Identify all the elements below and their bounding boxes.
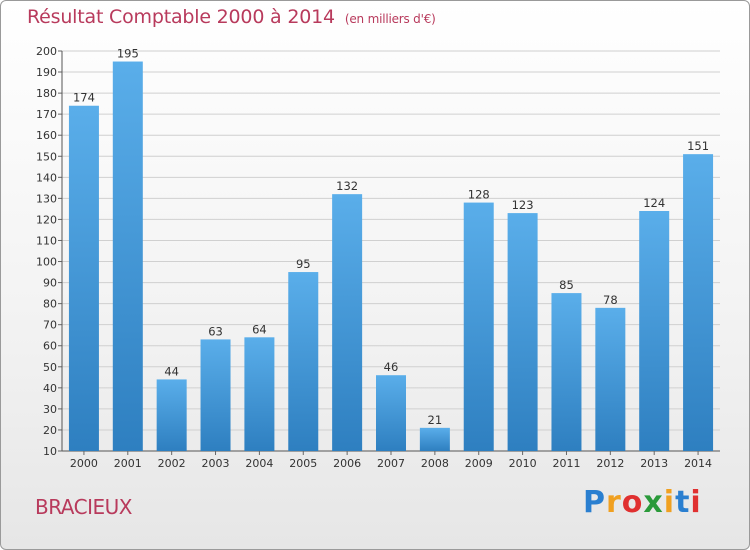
- bar-value-label: 174: [73, 91, 95, 105]
- logo-letter: o: [621, 485, 644, 520]
- y-tick-label: 10: [43, 445, 57, 458]
- x-tick-label: 2008: [421, 457, 449, 470]
- x-tick-label: 2004: [245, 457, 273, 470]
- bar-value-label: 124: [643, 196, 665, 210]
- y-tick-label: 50: [43, 361, 57, 374]
- bar-value-label: 132: [336, 179, 358, 193]
- x-tick-label: 2001: [114, 457, 142, 470]
- label-layer: 174 195 44 63 64 95 132 46 21 128 123 85 78 124 151: [73, 47, 709, 427]
- y-tick-label: 140: [36, 171, 57, 184]
- y-tick-label: 200: [36, 45, 57, 58]
- bar: [200, 339, 231, 451]
- bar: [639, 211, 670, 451]
- bar-value-label: 21: [428, 413, 443, 427]
- y-tick-label: 30: [43, 403, 57, 416]
- y-tick-label: 100: [36, 256, 57, 269]
- logo-letter: x: [643, 485, 664, 520]
- bar-value-label: 151: [687, 139, 709, 153]
- bar: [112, 61, 143, 452]
- bar-value-label: 128: [468, 188, 490, 202]
- y-tick-label: 110: [36, 234, 57, 247]
- y-tick-label: 190: [36, 66, 57, 79]
- bar: [288, 272, 319, 451]
- bar: [332, 194, 363, 451]
- x-tick-label: 2010: [509, 457, 537, 470]
- x-tick-label: 2005: [289, 457, 317, 470]
- y-tick-label: 40: [43, 382, 57, 395]
- y-tick-label: 180: [36, 87, 57, 100]
- chart-title-main: Résultat Comptable 2000 à 2014: [27, 6, 335, 28]
- bar: [244, 337, 275, 451]
- axis-layer: 10 20 30 40 50 60 70 80 90 100 110 120 130 140 150 160 1…: [36, 45, 720, 470]
- logo-letter: i: [663, 485, 676, 520]
- bar: [683, 154, 714, 451]
- x-tick-label: 2006: [333, 457, 361, 470]
- logo-letter: i: [690, 485, 702, 520]
- logo-letter: r: [606, 485, 622, 520]
- proxiti-logo: Proxiti: [583, 485, 702, 520]
- y-tick-label: 80: [43, 298, 57, 311]
- logo-letter: P: [583, 485, 606, 520]
- bar-value-label: 63: [208, 324, 223, 338]
- bar-layer: [68, 61, 714, 452]
- bar: [156, 379, 187, 451]
- x-tick-label: 2003: [202, 457, 230, 470]
- bar-value-label: 195: [117, 47, 139, 61]
- commune-name: BRACIEUX: [35, 495, 132, 519]
- y-tick-label: 170: [36, 108, 57, 121]
- x-tick-label: 2014: [684, 457, 712, 470]
- bar: [376, 375, 406, 451]
- x-tick-label: 2007: [377, 457, 405, 470]
- bar-value-label: 46: [384, 360, 399, 374]
- bar-value-label: 64: [252, 322, 267, 336]
- bar-value-label: 78: [603, 293, 618, 307]
- y-tick-label: 130: [36, 192, 57, 205]
- x-tick-label: 2000: [70, 457, 98, 470]
- x-tick-label: 2013: [640, 457, 668, 470]
- x-tick-label: 2011: [552, 457, 580, 470]
- x-tick-label: 2002: [158, 457, 186, 470]
- bar: [595, 307, 626, 451]
- bar: [68, 105, 99, 451]
- bar: [419, 427, 450, 451]
- y-tick-label: 70: [43, 319, 57, 332]
- y-tick-label: 150: [36, 150, 57, 163]
- bar: [507, 213, 538, 451]
- y-tick-label: 20: [43, 424, 57, 437]
- chart-title: Résultat Comptable 2000 à 2014 (en millie…: [27, 6, 436, 28]
- bar-value-label: 95: [296, 257, 311, 271]
- bar-value-label: 85: [559, 278, 574, 292]
- bar: [551, 293, 582, 451]
- x-tick-label: 2012: [596, 457, 624, 470]
- bar-value-label: 123: [512, 198, 534, 212]
- y-tick-label: 160: [36, 129, 57, 142]
- y-tick-label: 60: [43, 340, 57, 353]
- bar-value-label: 44: [164, 364, 179, 378]
- x-tick-label: 2009: [465, 457, 493, 470]
- chart-title-unit: (en milliers d'€): [344, 12, 436, 26]
- logo-letter: t: [675, 485, 691, 520]
- bar: [463, 202, 494, 451]
- y-tick-label: 120: [36, 213, 57, 226]
- y-tick-label: 90: [43, 277, 57, 290]
